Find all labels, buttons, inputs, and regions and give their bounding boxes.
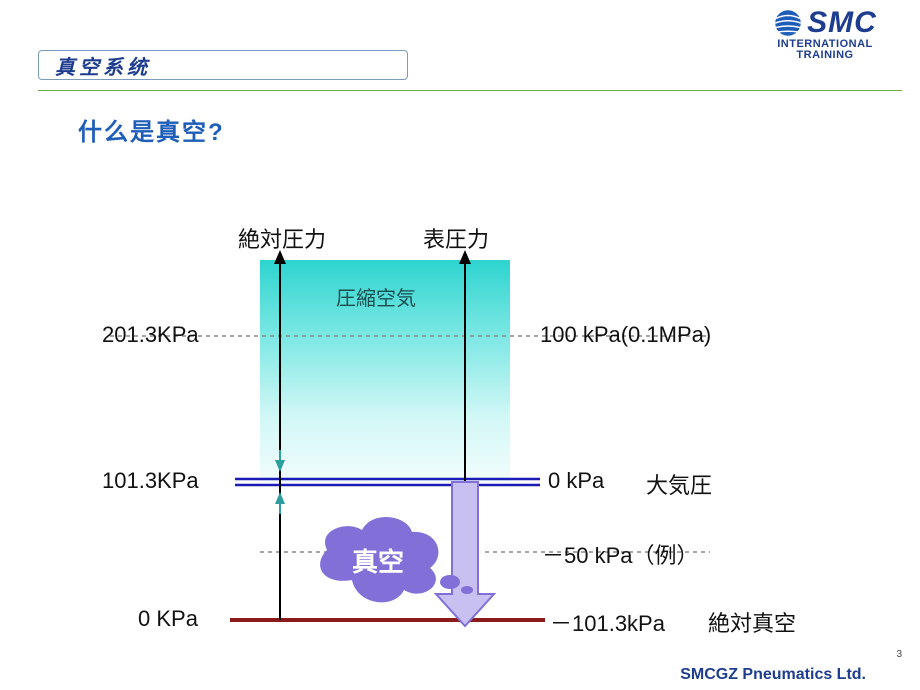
question-title: 什么是真空? — [78, 112, 225, 147]
label-right-top: 100 kPa(0.1MPa) — [540, 322, 711, 348]
label-left-bottom: 0 KPa — [138, 606, 198, 632]
logo-brand: SMC — [807, 6, 877, 40]
header-title: 真空系统 — [55, 51, 151, 80]
label-left-top: 201.3KPa — [102, 322, 199, 348]
label-abs-pressure: 絶対圧力 — [238, 222, 326, 254]
header-box: 真空系统 — [38, 50, 408, 80]
vacuum-cloud-text: 真空 — [352, 542, 404, 579]
pressure-diagram: 絶対圧力 表圧力 圧縮空気 201.3KPa 101.3KPa 0 KPa 10… — [90, 220, 830, 640]
page-number: 3 — [896, 649, 902, 660]
label-compressed-air: 圧縮空気 — [336, 282, 416, 311]
logo-row: SMC — [750, 6, 900, 40]
smc-globe-icon — [773, 8, 803, 38]
label-right-mid-left: 0 kPa — [548, 468, 604, 494]
label-left-mid: 101.3KPa — [102, 468, 199, 494]
diagram-svg — [90, 220, 830, 650]
footer-text: SMCGZ Pneumatics Ltd. — [680, 666, 866, 684]
label-right-bottom-left: －101.3kPa — [550, 606, 665, 638]
logo-group: SMC INTERNATIONAL TRAINING — [750, 6, 900, 62]
green-divider — [38, 90, 902, 91]
logo-sub2: TRAINING — [750, 49, 900, 62]
label-right-bottom-right: 絶対真空 — [708, 606, 796, 638]
label-right-example: －50 kPa（例） — [542, 538, 699, 570]
label-gauge-pressure: 表圧力 — [423, 222, 489, 254]
label-right-mid-right: 大気圧 — [646, 468, 712, 500]
